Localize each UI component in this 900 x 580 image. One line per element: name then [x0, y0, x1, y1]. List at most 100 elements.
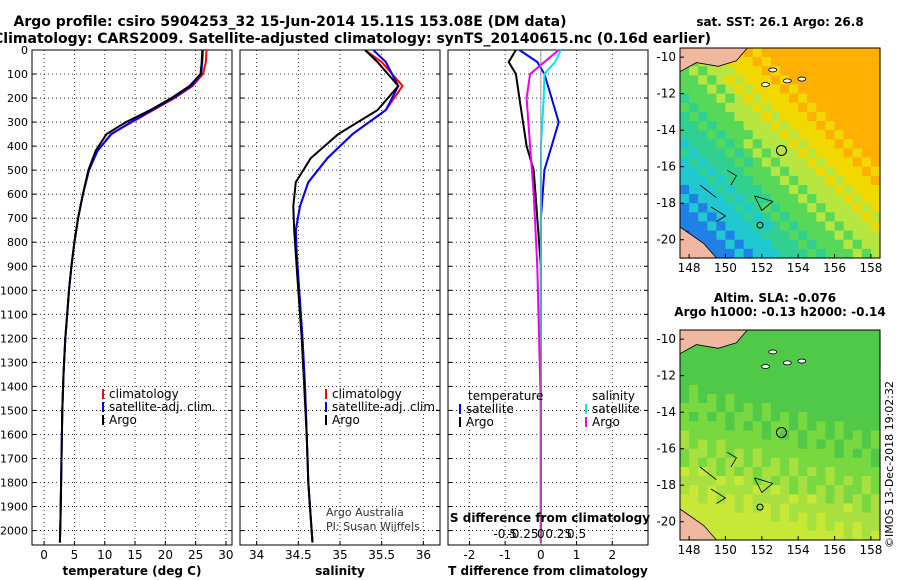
- map-cell: [798, 248, 808, 259]
- map-cell: [725, 102, 736, 113]
- map-cell: [816, 130, 827, 140]
- map-cell: [707, 121, 717, 131]
- map-cell: [734, 357, 745, 368]
- map-cell: [680, 393, 690, 404]
- map-cell: [807, 239, 817, 250]
- map-cell: [870, 139, 881, 150]
- island: [782, 78, 792, 84]
- map-cell: [789, 230, 799, 241]
- map-cell: [825, 375, 836, 386]
- map-cell: [680, 375, 690, 386]
- map-cell: [734, 393, 745, 404]
- map-cell: [707, 457, 717, 468]
- map-cell: [789, 348, 799, 358]
- map-cell: [734, 430, 745, 441]
- map-cell: [698, 166, 708, 177]
- map-cell: [825, 521, 836, 532]
- map-cell: [870, 384, 881, 395]
- map-cell: [807, 530, 817, 541]
- depth-tick-label: 900: [7, 260, 28, 273]
- map-cell: [861, 121, 872, 131]
- map-cell: [834, 130, 845, 140]
- map-cell: [725, 75, 736, 86]
- map-cell: [843, 66, 854, 76]
- map-cell: [861, 93, 872, 104]
- map-cell: [752, 184, 763, 195]
- map-cell: [861, 66, 872, 76]
- map-cell: [852, 93, 863, 104]
- map-cell: [870, 102, 881, 113]
- map-cell: [716, 248, 727, 259]
- series-line-argo: [58, 49, 204, 543]
- map-cell: [807, 366, 817, 377]
- x-axis-label: T difference from climatology: [448, 564, 648, 578]
- map-cell: [743, 393, 754, 404]
- map-cell: [852, 184, 863, 195]
- map-cell: [816, 457, 827, 468]
- map-cell: [816, 384, 827, 395]
- map-cell: [725, 448, 736, 459]
- map-cell: [789, 503, 799, 514]
- map-cell: [743, 111, 754, 122]
- map-cell: [780, 212, 790, 223]
- depth-tick-label: 1600: [0, 428, 28, 441]
- map-x-tick-label: 158: [859, 261, 882, 275]
- map-cell: [798, 184, 808, 195]
- map-cell: [725, 393, 736, 404]
- map-cell: [861, 330, 872, 340]
- map-cell: [816, 75, 827, 86]
- map-cell: [780, 102, 790, 113]
- map-cell: [725, 521, 736, 532]
- map-cell: [843, 448, 854, 459]
- map-cell: [807, 93, 817, 104]
- map-cell: [698, 102, 708, 113]
- map-cell: [680, 102, 690, 113]
- map-cell: [870, 476, 881, 486]
- map-cell: [716, 457, 727, 468]
- map-cell: [834, 194, 845, 204]
- map-cell: [852, 148, 863, 159]
- map-cell: [825, 166, 836, 177]
- map-cell: [861, 221, 872, 232]
- map-cell: [834, 111, 845, 122]
- map-cell: [680, 203, 690, 213]
- map-cell: [780, 476, 790, 486]
- map-cell: [807, 512, 817, 523]
- map-cell: [825, 157, 836, 168]
- map-cell: [698, 457, 708, 468]
- map-cell: [725, 512, 736, 523]
- map-cell: [743, 248, 754, 259]
- map-cell: [761, 66, 772, 76]
- legend-label: Argo: [592, 415, 620, 429]
- map-cell: [834, 248, 845, 259]
- map-cell: [825, 421, 836, 432]
- map-cell: [861, 448, 872, 459]
- map-cell: [761, 530, 772, 541]
- map-cell: [743, 75, 754, 86]
- map-cell: [807, 139, 817, 150]
- map-cell: [752, 239, 763, 250]
- map-frame: [679, 47, 881, 259]
- map-cell: [725, 148, 736, 159]
- map-cell: [798, 403, 808, 413]
- map-cell: [852, 421, 863, 432]
- map-cell: [716, 412, 727, 422]
- map-cell: [807, 57, 817, 67]
- map-cell: [734, 339, 745, 349]
- map-cell: [852, 375, 863, 386]
- map-cell: [770, 485, 781, 495]
- map-cell: [870, 439, 881, 450]
- map-cell: [789, 221, 799, 232]
- map-cell: [798, 339, 808, 349]
- map-cell: [780, 130, 790, 140]
- series-line-s-argo: [525, 49, 560, 543]
- map-cell: [761, 194, 772, 204]
- map-cell: [870, 75, 881, 86]
- x-tick-label: 10: [97, 548, 112, 562]
- map-cell: [870, 121, 881, 131]
- map-cell: [761, 148, 772, 159]
- map-cell: [689, 230, 699, 241]
- map-cell: [743, 384, 754, 395]
- map-cell: [870, 430, 881, 441]
- depth-tick-label: 1100: [0, 308, 28, 321]
